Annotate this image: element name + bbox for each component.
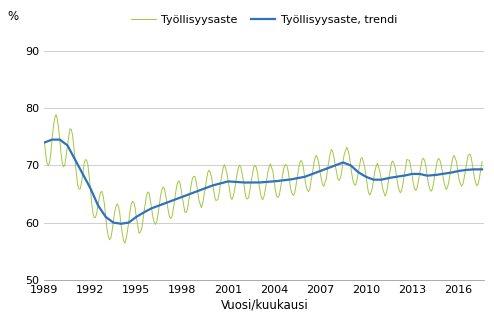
Työllisyysaste, trendi [290,177,296,181]
Työllisyysaste [387,169,393,172]
Työllisyysaste, trendi [41,141,47,144]
Työllisyysaste, trendi [49,138,55,142]
Työllisyysaste [441,179,447,183]
Työllisyysaste [234,171,240,175]
Työllisyysaste [122,241,128,245]
Työllisyysaste, trendi [441,172,447,176]
Työllisyysaste [41,140,47,144]
Työllisyysaste, trendi [110,221,116,225]
Legend: Työllisyysaste, Työllisyysaste, trendi: Työllisyysaste, Työllisyysaste, trendi [131,15,397,25]
Työllisyysaste, trendi [234,180,240,184]
Työllisyysaste [53,113,59,116]
Työllisyysaste, trendi [387,176,393,180]
Line: Työllisyysaste, trendi: Työllisyysaste, trendi [44,140,482,224]
Työllisyysaste, trendi [295,176,301,180]
Työllisyysaste [290,193,296,197]
Text: %: % [7,10,19,23]
Työllisyysaste [110,220,116,224]
Työllisyysaste, trendi [479,168,485,171]
X-axis label: Vuosi/kuukausi: Vuosi/kuukausi [220,299,308,312]
Työllisyysaste [295,169,301,172]
Line: Työllisyysaste: Työllisyysaste [44,114,482,243]
Työllisyysaste, trendi [118,222,124,226]
Työllisyysaste [479,160,485,163]
